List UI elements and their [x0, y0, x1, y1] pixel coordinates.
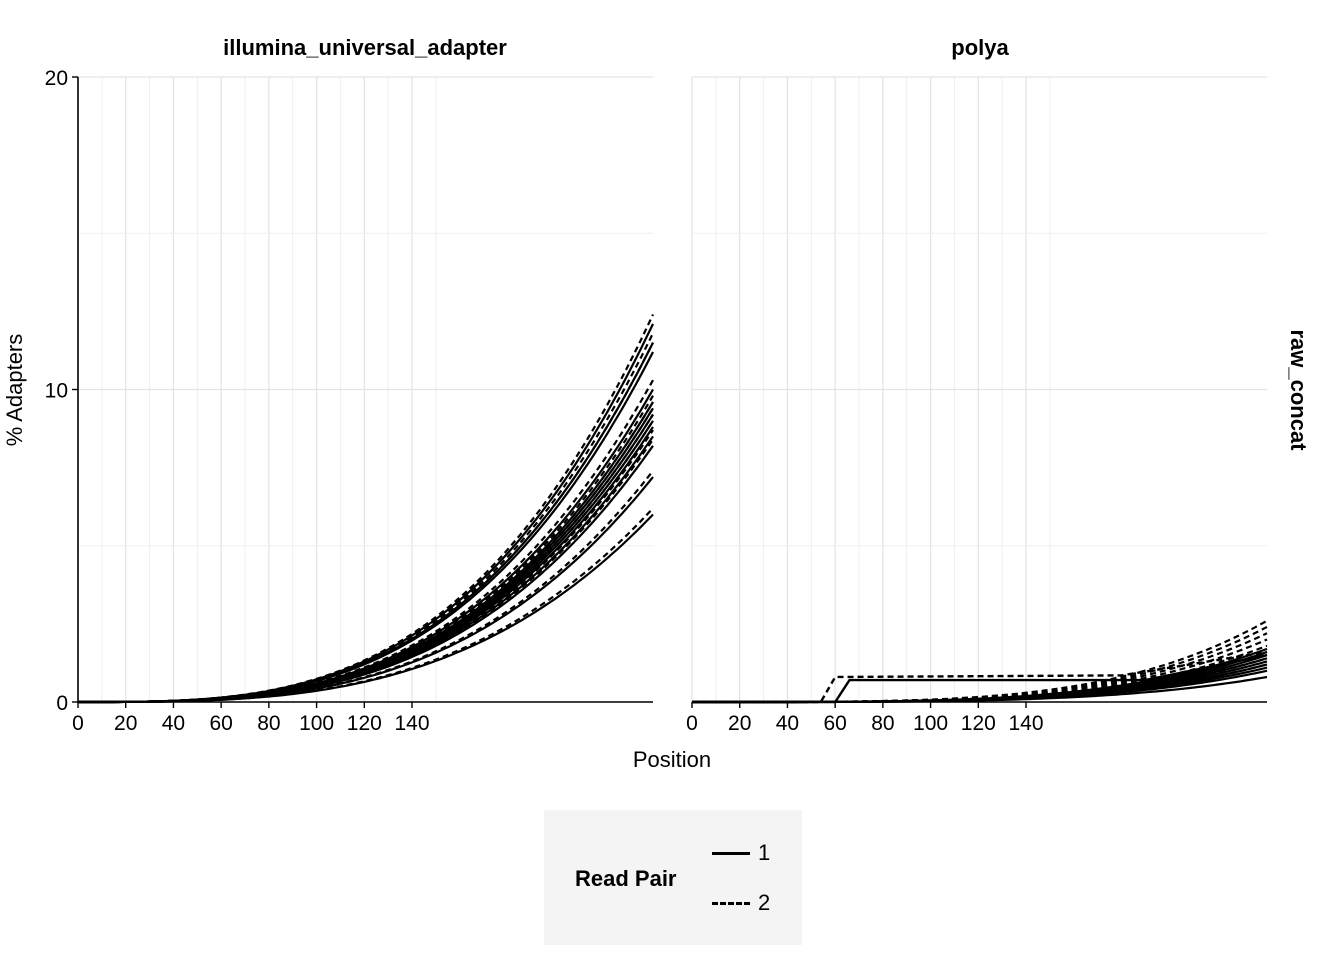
x-tick-label: 80: [871, 712, 894, 735]
x-tick-label: 20: [114, 712, 137, 735]
series-line-read2: [692, 657, 1268, 704]
legend-title: Read Pair: [575, 866, 677, 891]
series-line-read1: [78, 323, 654, 704]
panel-illumina-universal-adapter: 0 10 20 0 20 40 60 80 100 120 140: [45, 67, 654, 735]
series-line-read2: [78, 395, 654, 704]
series-line-read2: [78, 314, 654, 704]
x-tick-label: 140: [1009, 712, 1044, 735]
x-tick-label: 60: [209, 712, 232, 735]
y-tick-label: 10: [45, 380, 68, 403]
legend-key-dashed: [712, 902, 750, 905]
legend-label-1: 1: [758, 840, 771, 865]
x-tick-label: 0: [72, 712, 84, 735]
series-line-read2: [78, 332, 654, 704]
x-axis-title: Position: [633, 747, 711, 772]
series-line-read2: [692, 626, 1268, 704]
x-tick-label: 40: [162, 712, 185, 735]
x-tick-label: 40: [776, 712, 799, 735]
x-tick-label: 140: [395, 712, 430, 735]
y-tick-label: 0: [56, 692, 68, 715]
series-line-read2: [78, 407, 654, 704]
series-line-read2: [692, 663, 1268, 704]
facet-title-polya: polya: [951, 35, 1009, 60]
legend-key-solid: [712, 852, 750, 855]
facet-title-illumina: illumina_universal_adapter: [223, 35, 507, 60]
row-strip-label: raw_concat: [1286, 329, 1311, 451]
series-line-read1: [692, 660, 1268, 704]
panel-polya: 0 20 40 60 80 100 120 140: [686, 76, 1268, 735]
y-tick-label: 20: [45, 67, 68, 90]
x-tick-label: 0: [686, 712, 698, 735]
x-tick-label: 80: [257, 712, 280, 735]
series-line-read2: [78, 379, 654, 704]
series-line-read2: [78, 507, 654, 704]
series-line-read2: [692, 650, 1268, 704]
legend: Read Pair 1 2: [544, 810, 802, 945]
x-tick-label: 60: [823, 712, 846, 735]
x-tick-label: 120: [961, 712, 996, 735]
series-line-read2: [78, 401, 654, 704]
x-tick-label: 100: [299, 712, 334, 735]
series-line-read1: [78, 407, 654, 704]
series-line-read1: [78, 401, 654, 704]
y-axis-title: % Adapters: [2, 334, 27, 447]
series-line-read2: [78, 470, 654, 704]
series-line-read2: [692, 638, 1268, 704]
series-line-read2: [692, 619, 1268, 704]
x-tick-label: 120: [347, 712, 382, 735]
x-tick-label: 100: [913, 712, 948, 735]
x-tick-label: 20: [728, 712, 751, 735]
legend-label-2: 2: [758, 890, 771, 915]
series-line-read2: [692, 632, 1268, 704]
